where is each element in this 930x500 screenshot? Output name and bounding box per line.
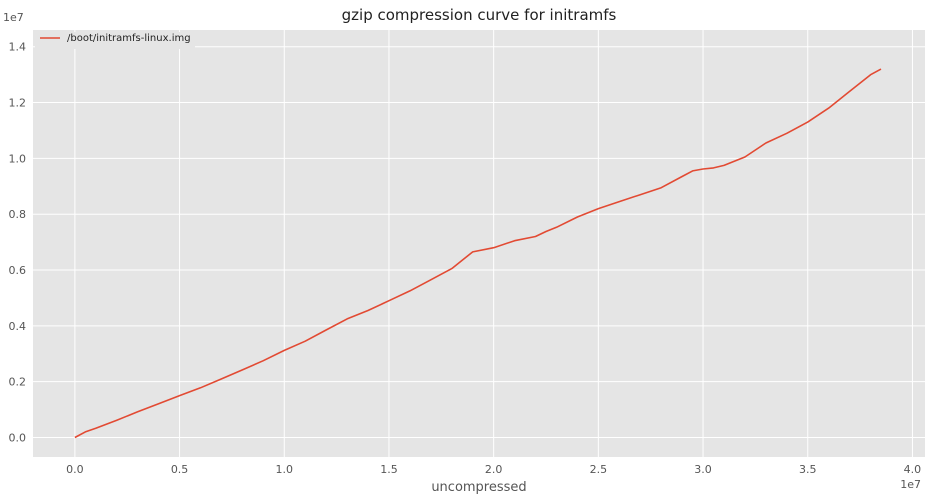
grid	[33, 30, 925, 457]
x-tick-label: 1.0	[276, 463, 294, 476]
y-tick-label: 0.8	[9, 208, 27, 221]
y-tick-label: 1.4	[9, 41, 27, 54]
x-tick-label: 3.0	[694, 463, 712, 476]
legend-box	[35, 32, 195, 49]
x-tick-label: 4.0	[904, 463, 922, 476]
series-line-0	[74, 68, 882, 439]
x-tick-label: 2.5	[590, 463, 608, 476]
y-tick-label: 0.0	[9, 431, 27, 444]
x-tick-label: 3.5	[799, 463, 817, 476]
x-tick-label: 2.0	[485, 463, 503, 476]
series-layer	[74, 68, 882, 439]
x-tick-label: 0.0	[66, 463, 84, 476]
x-tick-label: 0.5	[171, 463, 189, 476]
plot-area	[33, 30, 925, 457]
x-offset-label: 1e7	[900, 478, 921, 491]
legend: /boot/initramfs-linux.img	[35, 32, 195, 49]
y-tick-label: 0.6	[9, 264, 27, 277]
y-tick-label: 0.2	[9, 376, 27, 389]
y-tick-labels: 0.0 0.2 0.4 0.6 0.8 1.0 1.2 1.4	[9, 41, 27, 445]
x-axis-label: uncompressed	[431, 480, 526, 495]
x-tick-label: 1.5	[380, 463, 398, 476]
legend-entry-label: /boot/initramfs-linux.img	[67, 33, 191, 44]
chart-title: gzip compression curve for initramfs	[342, 6, 617, 24]
y-tick-label: 1.2	[9, 97, 27, 110]
y-tick-label: 1.0	[9, 152, 27, 165]
y-tick-label: 0.4	[9, 320, 27, 333]
y-offset-label: 1e7	[3, 11, 24, 24]
x-tick-labels: 0.0 0.5 1.0 1.5 2.0 2.5 3.0 3.5 4.0	[66, 463, 921, 476]
